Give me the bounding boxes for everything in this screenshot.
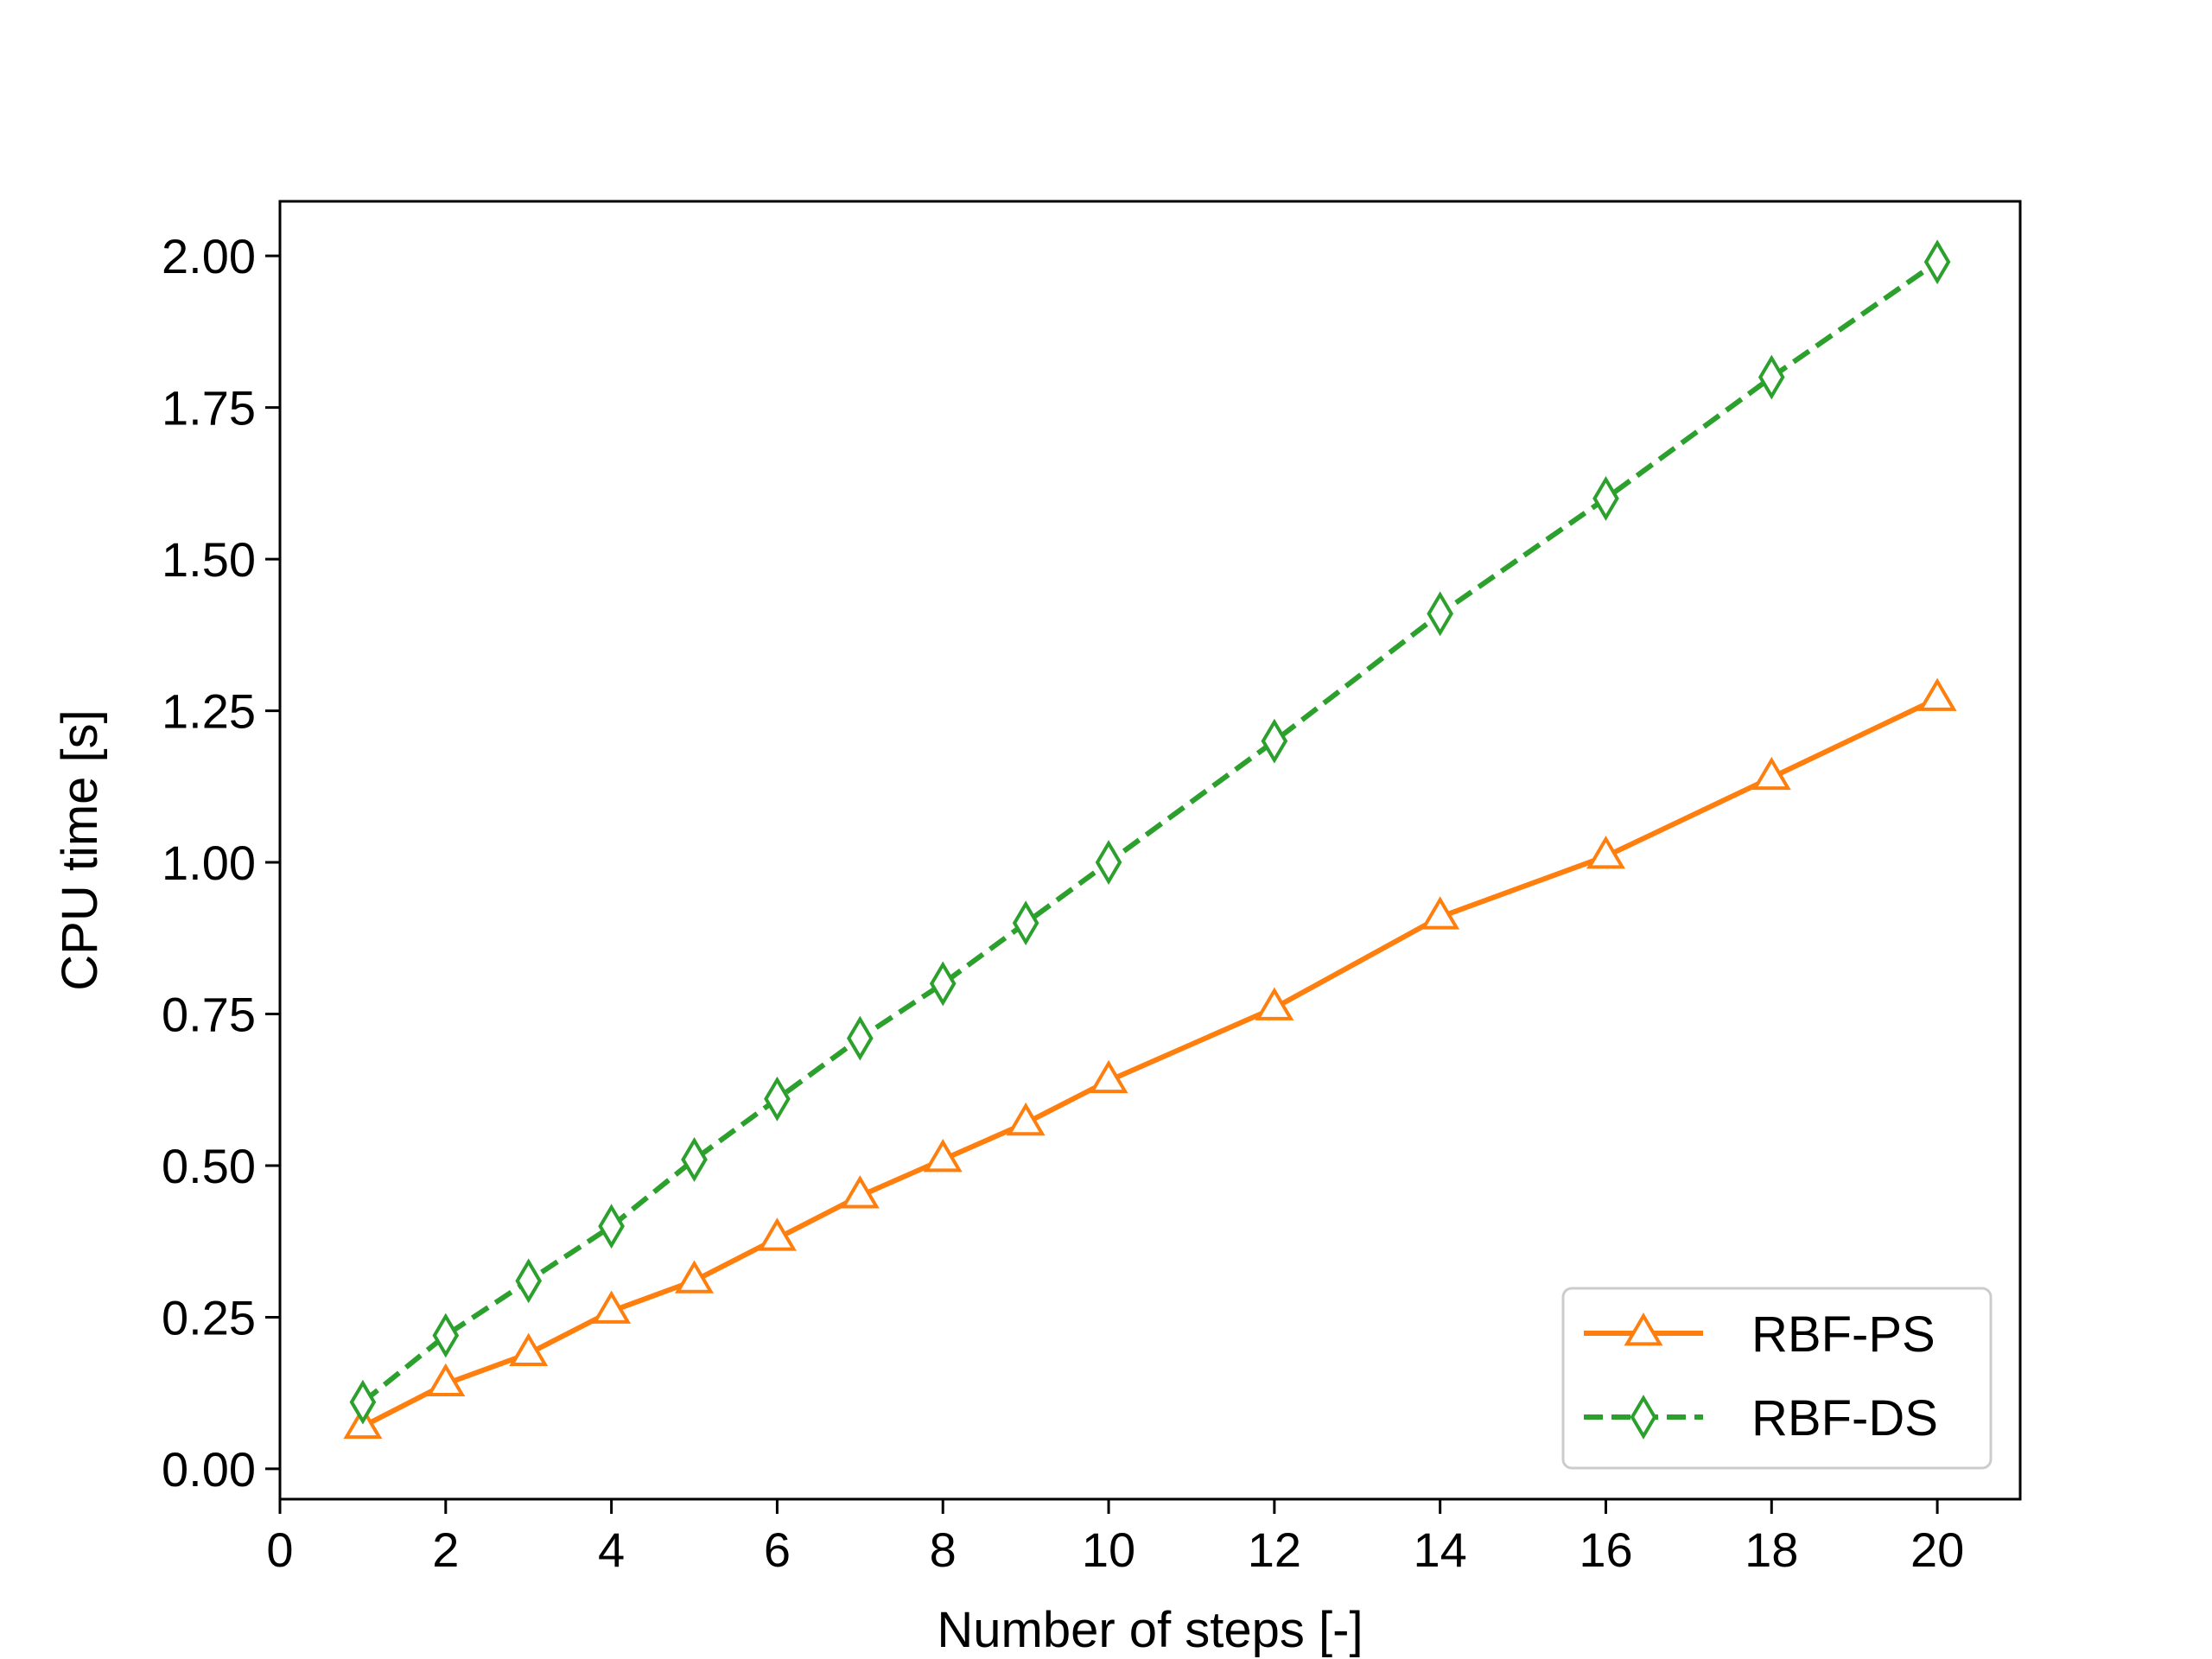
- y-tick-label: 0.50: [162, 1139, 256, 1193]
- x-tick-label: 4: [598, 1522, 625, 1577]
- x-tick-label: 6: [764, 1522, 791, 1577]
- data-point: [1427, 591, 1453, 637]
- legend-label: RBF-DS: [1751, 1390, 1938, 1446]
- data-point: [764, 1076, 791, 1122]
- y-tick-label: 1.50: [162, 532, 256, 587]
- data-point: [1089, 1059, 1128, 1094]
- data-point: [1592, 475, 1619, 521]
- x-tick-label: 2: [432, 1522, 459, 1577]
- x-tick-label: 16: [1579, 1522, 1632, 1577]
- data-point: [1923, 239, 1951, 285]
- x-axis: 0 2 4 6 8 10 12 14 16 18 20: [266, 1499, 1964, 1577]
- x-tick-label: 10: [1082, 1522, 1135, 1577]
- data-point: [1012, 900, 1039, 946]
- data-point: [681, 1137, 708, 1182]
- x-tick-label: 12: [1248, 1522, 1301, 1577]
- data-point: [592, 1290, 632, 1324]
- data-point: [1261, 718, 1288, 764]
- data-point: [432, 1313, 460, 1358]
- x-tick-label: 8: [930, 1522, 957, 1577]
- legend-marker: [1624, 1313, 1663, 1346]
- data-point: [1917, 677, 1957, 711]
- data-point: [1255, 987, 1294, 1020]
- data-point: [847, 1015, 874, 1061]
- series-layer: [343, 239, 1957, 1440]
- legend-label: RBF-PS: [1751, 1306, 1936, 1363]
- x-tick-label: 20: [1910, 1522, 1964, 1577]
- data-point: [840, 1175, 880, 1209]
- data-point: [349, 1379, 377, 1425]
- data-point: [1758, 354, 1785, 400]
- data-point: [426, 1363, 466, 1397]
- data-point: [675, 1260, 715, 1294]
- y-tick-label: 1.25: [162, 684, 256, 739]
- y-axis-label: CPU time [s]: [52, 709, 108, 991]
- data-point: [509, 1332, 549, 1366]
- data-point: [1586, 836, 1625, 869]
- y-tick-label: 2.00: [162, 229, 256, 283]
- y-tick-label: 0.75: [162, 988, 256, 1042]
- x-axis-label: Number of steps [-]: [937, 1602, 1363, 1658]
- data-point: [929, 961, 957, 1007]
- data-point: [923, 1138, 963, 1173]
- x-tick-label: 14: [1414, 1522, 1467, 1577]
- legend: RBF-PS RBF-DS: [1561, 1287, 1993, 1470]
- y-tick-label: 0.00: [162, 1442, 256, 1497]
- x-tick-label: 18: [1745, 1522, 1798, 1577]
- plot-area: [280, 201, 2020, 1499]
- x-tick-label: 0: [266, 1522, 293, 1577]
- y-axis: 0.00 0.25 0.50 0.75 1.00 1.25 1.50 1.75 2.00: [162, 229, 280, 1497]
- data-point: [757, 1217, 797, 1251]
- plot-frame: [278, 200, 2022, 1501]
- data-point: [1006, 1102, 1046, 1136]
- y-tick-label: 0.25: [162, 1290, 256, 1344]
- data-point: [598, 1204, 625, 1249]
- y-tick-label: 1.75: [162, 381, 256, 435]
- data-point: [1421, 896, 1460, 930]
- data-point: [515, 1258, 543, 1304]
- data-point: [1095, 840, 1122, 885]
- data-point: [1751, 756, 1791, 791]
- series-line: [361, 259, 1939, 1405]
- y-tick-label: 1.00: [162, 836, 256, 890]
- series-rbf-ds: [349, 239, 1951, 1425]
- series-rbf-ps: [343, 677, 1957, 1440]
- legend-marker: [1630, 1395, 1657, 1440]
